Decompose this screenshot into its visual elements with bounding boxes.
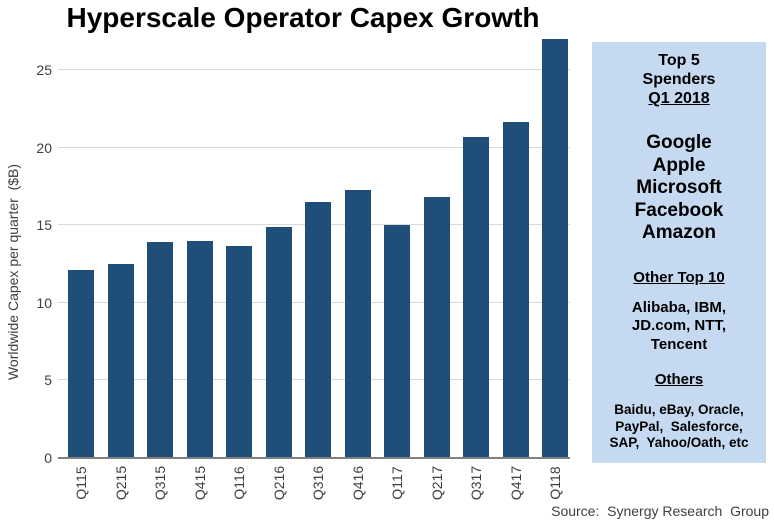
source-attribution: Source: Synergy Research Group [551, 503, 769, 519]
top5-company: Facebook [634, 199, 724, 221]
x-tick-label: Q118 [547, 466, 563, 500]
others-line: SAP, Yahoo/Oath, etc [609, 435, 749, 450]
top5-company: Microsoft [636, 177, 722, 198]
x-axis-line [58, 457, 570, 459]
y-tick-label: 25 [36, 62, 52, 79]
others-heading: Others [654, 371, 704, 388]
bar-Q115 [68, 270, 94, 458]
bar-Q217 [423, 197, 450, 458]
bar-Q117 [384, 225, 410, 458]
plot-area [58, 30, 570, 459]
other-top10-line: JD.com, NTT, [631, 317, 727, 334]
other-top10-list: Alibaba, IBM, JD.com, NTT, Tencent [592, 299, 766, 355]
bar-Q315 [147, 242, 173, 458]
y-tick-label: 10 [36, 294, 52, 311]
top5-company-list: Google Apple Microsoft Facebook Amazon [592, 132, 766, 245]
gridline [58, 146, 570, 148]
others-line: Baidu, eBay, Oracle, [614, 402, 744, 417]
top5-heading-line3: Q1 2018 [648, 90, 710, 107]
others-line: PayPal, Salesforce, [615, 418, 743, 434]
x-tick-labels: Q115 Q215 Q315 Q415 Q116 Q216 Q316 Q416 Q117 Q217… [58, 458, 570, 518]
bar-Q216 [265, 226, 292, 458]
bar-Q415 [186, 240, 213, 458]
bar-Q116 [226, 245, 252, 458]
top5-company: Google [646, 132, 712, 153]
bar-Q118 [542, 39, 568, 458]
gridline [58, 69, 570, 71]
bar-Q416 [344, 189, 371, 458]
top5-heading-line1: Top 5 [658, 52, 700, 69]
top5-company: Amazon [642, 222, 716, 243]
bar-Q215 [107, 264, 134, 458]
top-spenders-panel: Top 5 Spenders Q1 2018 Google Apple Micr… [592, 42, 766, 463]
y-tick-label: 15 [36, 217, 52, 234]
chart-title: Hyperscale Operator Capex Growth [66, 2, 540, 33]
others-list: Baidu, eBay, Oracle, PayPal, Salesforce,… [592, 402, 766, 452]
top5-company: Apple [652, 154, 706, 176]
top5-heading-line2: Spenders [642, 71, 716, 88]
other-top10-line: Alibaba, IBM, [631, 298, 727, 316]
y-tick-label: 20 [36, 139, 52, 156]
other-top10-line: Tencent [650, 335, 708, 353]
y-tick-label: 0 [44, 450, 52, 466]
y-tick-labels: 0 5 10 15 20 25 [0, 30, 52, 466]
bar-Q316 [305, 202, 331, 458]
other-top10-heading: Other Top 10 [633, 268, 725, 286]
y-tick-label: 5 [44, 372, 52, 389]
bar-Q317 [463, 137, 489, 458]
bar-Q417 [502, 121, 529, 458]
